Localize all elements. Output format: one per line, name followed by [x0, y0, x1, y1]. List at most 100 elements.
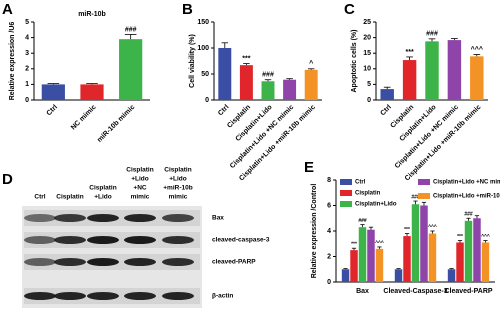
significance-mark: ^^^: [481, 234, 490, 240]
bar: [403, 236, 411, 282]
y-axis-label: Apoptotic cells (%): [351, 29, 358, 92]
significance-mark: ###: [262, 72, 274, 79]
blot-band: [24, 292, 56, 300]
bar: [239, 65, 253, 100]
significance-mark: ###: [125, 26, 137, 33]
bar: [218, 48, 232, 100]
y-tick-label: 2: [327, 253, 331, 260]
bar: [41, 84, 65, 100]
significance-mark: ###: [358, 218, 367, 224]
bar: [420, 205, 428, 282]
legend-swatch: [418, 193, 430, 199]
y-tick-label: 6: [327, 202, 331, 209]
legend-swatch: [340, 190, 352, 196]
blot-band: [24, 236, 56, 244]
column-header: Cisplatin: [164, 167, 191, 174]
blot-band: [54, 292, 86, 300]
significance-mark: ***: [242, 55, 250, 62]
blot-band: [124, 236, 156, 244]
column-header: +Lido: [94, 194, 112, 201]
blot-band: [87, 258, 119, 266]
bar: [119, 39, 143, 100]
x-tick-label: Cleaved-PARP: [444, 288, 492, 295]
legend-swatch: [418, 179, 430, 185]
y-tick-label: 20: [363, 34, 371, 41]
x-tick-label: Ctrl: [379, 104, 393, 118]
blot-band: [124, 292, 156, 300]
bar: [283, 79, 297, 100]
x-tick-label: Cleaved-Caspase-3: [383, 288, 447, 295]
x-tick-label: Ctrl: [46, 104, 60, 118]
significance-mark: ###: [464, 212, 473, 218]
panel-letter: E: [304, 159, 314, 176]
panel-letter: B: [182, 1, 193, 18]
y-axis-label: Relative expression /U6: [9, 22, 16, 101]
y-tick-label: 1: [25, 81, 29, 88]
bar: [447, 40, 462, 100]
column-header: Ctrl: [34, 194, 45, 201]
column-header: +Lido: [131, 176, 149, 183]
y-tick-label: 0: [205, 97, 209, 104]
bar: [464, 220, 473, 282]
legend-label: Cisplatin: [355, 191, 381, 197]
row-label: cleaved-caspase-3: [212, 237, 270, 244]
bar: [473, 218, 481, 282]
y-tick-label: 25: [363, 19, 371, 26]
blot-band: [87, 214, 119, 222]
y-tick-label: 0: [25, 97, 29, 104]
chart-title: miR-10b: [78, 11, 106, 18]
significance-mark: ^^^: [471, 45, 483, 53]
y-tick-label: 4: [327, 228, 331, 235]
significance-mark: ***: [406, 49, 414, 56]
blot-band: [162, 214, 194, 222]
legend-swatch: [340, 201, 352, 207]
x-tick-label: Ctrl: [217, 104, 231, 118]
bar: [428, 233, 437, 282]
bar: [470, 56, 484, 100]
blot-band: [24, 258, 56, 266]
x-tick-label: NC mimic: [70, 104, 98, 132]
significance-mark: ***: [404, 227, 410, 233]
significance-mark: ***: [351, 242, 357, 248]
bar: [425, 41, 439, 100]
bar: [358, 227, 367, 282]
legend-label: Cisplatin+Lido: [355, 202, 397, 208]
y-tick-label: 10: [363, 66, 371, 73]
y-tick-label: 5: [25, 19, 29, 26]
significance-mark: ###: [411, 194, 420, 200]
bar: [380, 89, 394, 100]
bar: [80, 84, 104, 100]
significance-mark: ***: [457, 234, 463, 240]
blot-band: [162, 236, 194, 244]
blot-band: [87, 236, 119, 244]
y-tick-label: 150: [197, 19, 209, 26]
y-axis-label: Relative expression /Control: [311, 184, 318, 279]
bar: [394, 269, 403, 282]
column-header: +miR-10b: [163, 185, 192, 192]
bar: [411, 204, 420, 282]
column-header: Cisplatin: [126, 167, 153, 174]
row-label: β-actin: [212, 293, 233, 300]
panel-letter: C: [344, 1, 355, 18]
panel-letter: A: [2, 1, 13, 18]
y-tick-label: 3: [25, 50, 29, 57]
legend-swatch: [340, 179, 352, 185]
bar: [261, 81, 275, 100]
blot-band: [54, 236, 86, 244]
y-tick-label: 50: [201, 71, 209, 78]
column-header: +NC: [133, 185, 146, 192]
x-tick-label: Bax: [356, 288, 369, 295]
y-tick-label: 0: [367, 97, 371, 104]
column-header: Cisplatin: [56, 194, 83, 201]
bar: [367, 229, 375, 282]
y-tick-label: 100: [197, 45, 209, 52]
y-axis-label: Cell viability (%): [189, 34, 196, 88]
y-tick-label: 8: [327, 177, 331, 184]
panel-letter: D: [2, 171, 13, 188]
blot-band: [87, 292, 119, 300]
y-tick-label: 5: [367, 81, 371, 88]
x-tick-label: miR-10b mimic: [96, 104, 136, 144]
column-header: mimic: [169, 194, 188, 201]
blot-band: [162, 258, 194, 266]
